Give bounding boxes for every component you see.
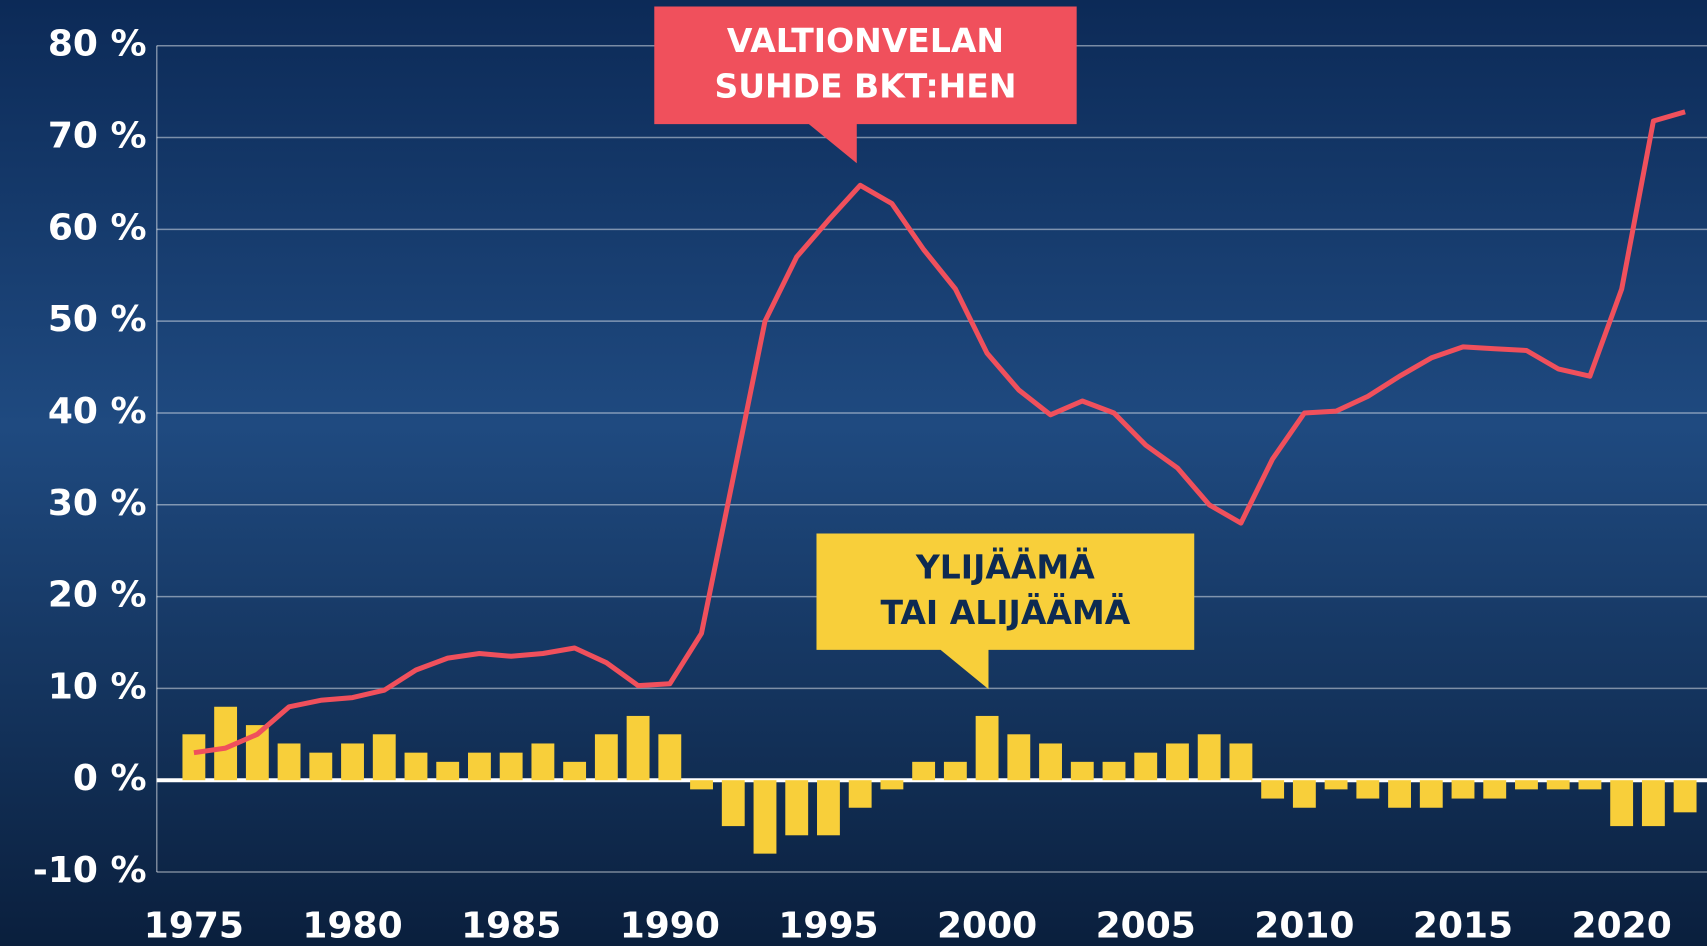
bar bbox=[531, 743, 554, 780]
y-tick-label: 60 % bbox=[48, 207, 147, 248]
bar bbox=[785, 780, 808, 835]
bar bbox=[1229, 743, 1252, 780]
y-tick-label: -10 % bbox=[33, 850, 147, 891]
x-tick-label: 1985 bbox=[461, 906, 561, 946]
x-tick-label: 2020 bbox=[1572, 906, 1672, 946]
callout-label: VALTIONVELAN bbox=[727, 21, 1004, 60]
x-tick-label: 2005 bbox=[1096, 906, 1196, 946]
bar bbox=[722, 780, 745, 826]
x-tick-label: 1990 bbox=[620, 906, 720, 946]
bar bbox=[1452, 780, 1475, 798]
x-tick-label: 2015 bbox=[1413, 906, 1513, 946]
bar bbox=[1134, 753, 1157, 781]
bar bbox=[1388, 780, 1411, 808]
bar bbox=[627, 716, 650, 780]
y-tick-label: 0 % bbox=[73, 758, 147, 799]
callout-label: YLIJÄÄMÄ bbox=[915, 546, 1095, 586]
bar bbox=[658, 734, 681, 780]
y-tick-label: 40 % bbox=[48, 391, 147, 432]
y-tick-label: 20 % bbox=[48, 575, 147, 616]
bar bbox=[1483, 780, 1506, 798]
bar bbox=[563, 762, 586, 780]
bar bbox=[1071, 762, 1094, 780]
bar bbox=[405, 753, 428, 781]
bar bbox=[1674, 780, 1697, 812]
y-tick-label: 80 % bbox=[48, 24, 147, 65]
x-tick-label: 2010 bbox=[1254, 906, 1354, 946]
bar bbox=[880, 780, 903, 789]
bar bbox=[1166, 743, 1189, 780]
x-tick-label: 1975 bbox=[144, 906, 244, 946]
bar bbox=[1293, 780, 1316, 808]
bar bbox=[595, 734, 618, 780]
bar bbox=[1007, 734, 1030, 780]
bar bbox=[754, 780, 777, 853]
bar bbox=[1356, 780, 1379, 798]
x-tick-label: 1980 bbox=[302, 906, 402, 946]
bar bbox=[1642, 780, 1665, 826]
bar bbox=[690, 780, 713, 789]
bar bbox=[309, 753, 332, 781]
bar bbox=[436, 762, 459, 780]
bar bbox=[976, 716, 999, 780]
bar bbox=[1261, 780, 1284, 798]
bar bbox=[1420, 780, 1443, 808]
bar bbox=[182, 734, 205, 780]
bar bbox=[500, 753, 523, 781]
y-tick-label: 70 % bbox=[48, 116, 147, 157]
bar bbox=[468, 753, 491, 781]
x-tick-label: 1995 bbox=[778, 906, 878, 946]
bar bbox=[1610, 780, 1633, 826]
y-tick-label: 10 % bbox=[48, 666, 147, 707]
bar bbox=[341, 743, 364, 780]
bar bbox=[373, 734, 396, 780]
bar bbox=[817, 780, 840, 835]
bar bbox=[1039, 743, 1062, 780]
bar bbox=[1325, 780, 1348, 789]
x-tick-label: 2000 bbox=[937, 906, 1037, 946]
bar bbox=[944, 762, 967, 780]
bar bbox=[1103, 762, 1126, 780]
y-tick-label: 50 % bbox=[48, 299, 147, 340]
bar bbox=[849, 780, 872, 808]
callout-label: TAI ALIJÄÄMÄ bbox=[880, 592, 1130, 632]
bar bbox=[1547, 780, 1570, 789]
bar bbox=[1515, 780, 1538, 789]
bar bbox=[1198, 734, 1221, 780]
bar bbox=[912, 762, 935, 780]
bar bbox=[1578, 780, 1601, 789]
callout-label: SUHDE BKT:HEN bbox=[714, 67, 1016, 106]
y-tick-label: 30 % bbox=[48, 483, 147, 524]
chart: -10 % 0 % 10 % 20 % 30 % 40 % 50 % 60 % 70 % 80 %… bbox=[0, 0, 1707, 946]
bar bbox=[278, 743, 301, 780]
